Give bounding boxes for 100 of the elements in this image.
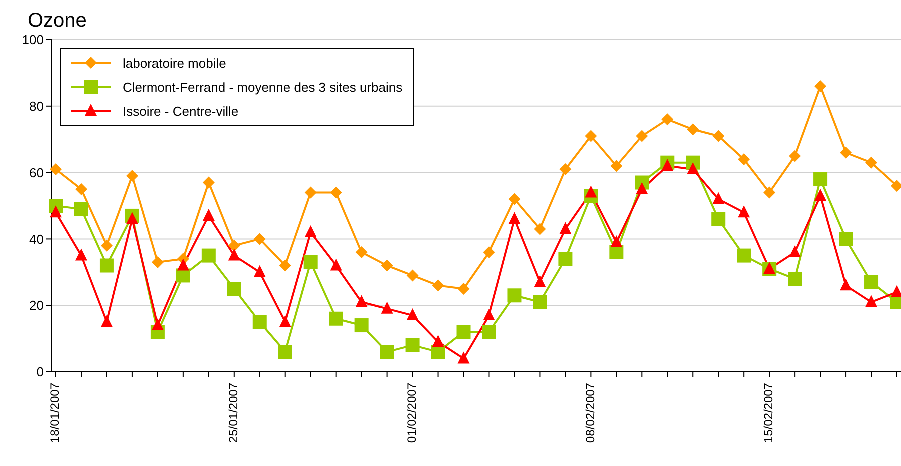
point <box>840 278 852 291</box>
point <box>228 240 240 252</box>
point <box>330 186 342 199</box>
point <box>483 308 496 321</box>
point <box>610 236 623 248</box>
x-tick-label: 15/02/2007 <box>762 382 776 444</box>
point <box>356 295 368 308</box>
point <box>738 154 750 166</box>
point <box>866 295 878 308</box>
point <box>662 114 674 126</box>
point <box>304 186 317 199</box>
point <box>75 183 88 196</box>
point <box>636 182 648 194</box>
point <box>712 192 725 204</box>
point <box>560 163 572 176</box>
point <box>126 212 138 224</box>
point <box>764 186 776 199</box>
point <box>533 295 548 310</box>
point <box>406 338 420 352</box>
chart-title: Ozone <box>28 10 87 33</box>
point <box>840 146 852 159</box>
point <box>74 202 88 216</box>
point <box>456 325 471 340</box>
point <box>152 256 164 268</box>
point <box>508 212 521 224</box>
point <box>330 258 342 271</box>
point <box>381 302 394 314</box>
point <box>534 223 546 236</box>
point <box>228 248 240 261</box>
point <box>356 246 368 258</box>
point <box>354 318 369 333</box>
point <box>50 163 62 176</box>
point <box>738 206 750 218</box>
point <box>712 130 725 142</box>
point <box>381 260 394 272</box>
point <box>788 272 802 286</box>
point <box>534 275 546 288</box>
point <box>585 186 598 198</box>
point <box>789 150 802 162</box>
x-tick-label: 01/02/2007 <box>404 382 419 444</box>
point <box>432 280 444 292</box>
point <box>814 189 827 202</box>
legend-label: laboratoire mobile <box>123 56 226 70</box>
point <box>254 233 266 246</box>
point <box>789 245 802 258</box>
point <box>252 315 267 330</box>
point <box>585 130 598 142</box>
point <box>636 130 648 142</box>
point <box>254 265 266 278</box>
point <box>227 282 242 296</box>
point <box>279 315 292 328</box>
x-tick-label: 18/01/2007 <box>48 382 62 444</box>
point <box>100 315 113 328</box>
point <box>662 159 674 172</box>
point <box>687 124 700 136</box>
point <box>610 160 623 172</box>
point <box>508 288 522 303</box>
point <box>152 318 164 331</box>
point <box>126 170 138 182</box>
point <box>100 258 114 273</box>
y-tick-label: 100 <box>22 32 44 48</box>
point <box>304 255 318 270</box>
point <box>508 193 521 206</box>
y-tick-label: 20 <box>30 298 44 314</box>
point <box>866 156 878 169</box>
point <box>75 248 88 261</box>
point <box>406 270 419 282</box>
x-tick-label: 08/02/2007 <box>583 382 598 444</box>
point <box>202 248 216 263</box>
point <box>406 308 419 321</box>
legend-label: Clermont-Ferrand - moyenne des 3 sites urbains <box>123 80 403 94</box>
point <box>483 246 496 258</box>
point <box>839 232 854 246</box>
point <box>279 260 292 272</box>
point <box>814 80 827 92</box>
point <box>177 258 190 271</box>
point <box>329 312 344 326</box>
point <box>380 345 394 360</box>
point <box>560 222 572 234</box>
y-tick-label: 0 <box>36 364 44 380</box>
point <box>864 275 879 290</box>
y-tick-label: 40 <box>30 232 44 247</box>
point <box>202 208 215 221</box>
point <box>458 283 470 295</box>
point <box>712 212 726 226</box>
point <box>482 325 496 340</box>
point <box>304 226 317 238</box>
x-tick-label: 25/01/2007 <box>226 382 241 444</box>
point <box>432 335 444 348</box>
point <box>100 240 113 252</box>
point <box>50 206 62 218</box>
point <box>687 162 700 174</box>
point <box>202 176 215 189</box>
y-tick-label: 80 <box>30 99 44 114</box>
point <box>814 172 828 186</box>
point <box>458 352 470 364</box>
point <box>278 345 292 360</box>
y-tick-label: 60 <box>30 165 44 180</box>
point <box>737 248 752 263</box>
point <box>558 252 573 266</box>
